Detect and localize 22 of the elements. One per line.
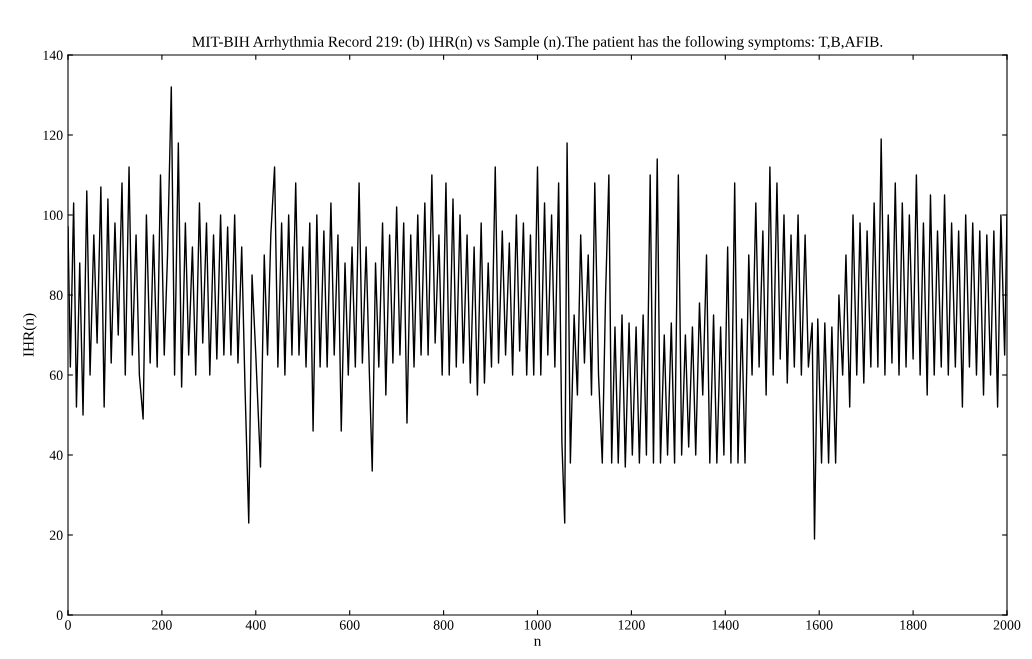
x-tick-label: 600 [339,620,360,630]
x-tick-label: 1600 [806,620,833,630]
x-tick-label: 400 [245,620,266,630]
y-tick-label: 40 [49,450,63,460]
y-tick-label: 140 [43,50,63,60]
y-tick-label: 100 [43,210,63,220]
y-tick-label: 80 [49,290,63,300]
x-tick-label: 1800 [900,620,927,630]
y-tick-label: 60 [49,370,63,380]
x-tick-label: 0 [65,620,71,630]
x-tick-label: 200 [152,620,172,630]
y-axis-title: IHR(n) [22,313,37,357]
x-tick-label: 800 [433,620,454,630]
chart-title: MIT-BIH Arrhythmia Record 219: (b) IHR(n) vs Sample (n).The patient has the following symptoms: T,B,AFIB. [192,35,883,50]
x-tick-label: 1000 [524,620,551,630]
x-tick-label: 1200 [618,620,645,630]
y-tick-label: 0 [56,610,63,620]
x-tick-label: 1400 [712,620,739,630]
x-axis-title: n [534,638,542,646]
x-tick-label: 2000 [993,620,1021,630]
y-tick-label: 120 [43,130,63,140]
y-tick-label: 20 [49,530,63,540]
